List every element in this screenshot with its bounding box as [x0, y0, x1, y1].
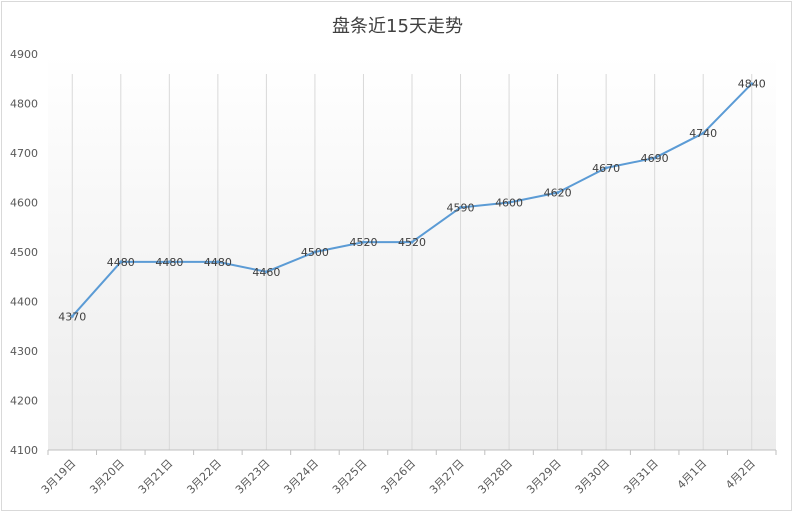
data-label: 4460	[252, 266, 280, 279]
y-tick-label: 4400	[10, 296, 38, 309]
x-tick-label: 3月29日	[524, 457, 564, 497]
x-tick-label: 3月25日	[330, 457, 370, 497]
data-point	[313, 250, 317, 254]
x-tick-label: 3月23日	[233, 457, 273, 497]
data-point	[361, 240, 365, 244]
data-point	[216, 260, 220, 264]
y-tick-label: 4300	[10, 345, 38, 358]
y-tick-label: 4700	[10, 147, 38, 160]
x-tick-label: 3月19日	[39, 457, 79, 497]
data-label: 4520	[349, 236, 377, 249]
data-label: 4740	[689, 127, 717, 140]
data-label: 4840	[738, 78, 766, 91]
data-point	[653, 156, 657, 160]
x-tick-label: 3月24日	[281, 457, 321, 497]
data-label: 4600	[495, 197, 523, 210]
data-label: 4590	[447, 201, 475, 214]
data-label: 4620	[544, 187, 572, 200]
x-tick-label: 3月30日	[573, 457, 613, 497]
data-label: 4480	[204, 256, 232, 269]
data-point	[167, 260, 171, 264]
data-point	[556, 191, 560, 195]
data-point	[701, 131, 705, 135]
data-point	[119, 260, 123, 264]
x-tick-label: 3月22日	[184, 457, 224, 497]
data-point	[507, 201, 511, 204]
y-tick-label: 4900	[10, 48, 38, 61]
x-tick-label: 3月31日	[621, 457, 661, 497]
x-tick-label: 4月2日	[723, 457, 758, 492]
x-tick-label: 3月20日	[87, 457, 127, 497]
data-label: 4690	[641, 152, 669, 165]
x-tick-label: 3月21日	[136, 457, 176, 497]
data-label: 4480	[155, 256, 183, 269]
data-point	[750, 82, 754, 86]
x-tick-label: 3月27日	[427, 457, 467, 497]
y-tick-label: 4600	[10, 197, 38, 210]
data-point	[459, 205, 463, 209]
data-point	[604, 166, 608, 170]
data-point	[410, 240, 414, 244]
data-label: 4480	[107, 256, 135, 269]
chart-title: 盘条近15天走势	[332, 16, 463, 37]
data-label: 4520	[398, 236, 426, 249]
y-tick-label: 4200	[10, 395, 38, 408]
data-label: 4370	[58, 310, 86, 323]
data-point	[70, 314, 74, 318]
x-tick-label: 4月1日	[675, 457, 710, 492]
y-tick-label: 4500	[10, 246, 38, 259]
y-tick-label: 4800	[10, 98, 38, 111]
x-tick-label: 3月28日	[476, 457, 516, 497]
data-label: 4500	[301, 246, 329, 259]
x-tick-label: 3月26日	[379, 457, 419, 497]
data-label: 4670	[592, 162, 620, 175]
y-tick-label: 4100	[10, 444, 38, 457]
data-point	[264, 270, 268, 274]
